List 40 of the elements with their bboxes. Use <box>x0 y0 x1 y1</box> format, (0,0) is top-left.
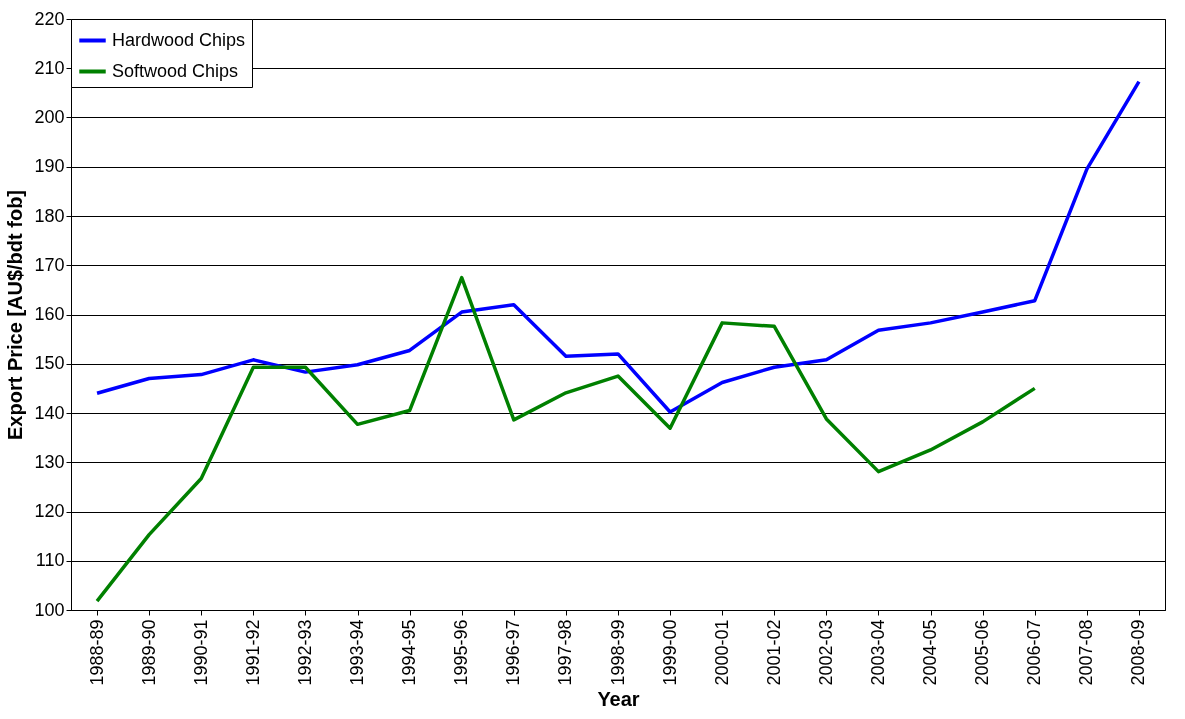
y-axis-title: Export Price [AU$/bdt fob] <box>4 189 27 441</box>
line-series <box>95 275 1037 603</box>
y-tick-label: 140 <box>34 402 65 423</box>
y-tick-label: 210 <box>34 57 65 78</box>
x-tick-label: 1994-95 <box>399 619 420 686</box>
x-axis-title: Year <box>597 687 640 710</box>
y-tick-label: 180 <box>34 205 65 226</box>
x-tick-label: 2002-03 <box>815 619 836 686</box>
x-tick-label: 2003-04 <box>867 619 888 686</box>
y-tick-label: 130 <box>34 451 65 472</box>
x-tick-label: 2008-09 <box>1128 619 1149 686</box>
x-tick-label: 1990-91 <box>190 619 211 686</box>
y-tick-label: 170 <box>34 254 65 275</box>
x-tick-label: 2001-02 <box>763 619 784 686</box>
x-tick-label: 2005-06 <box>972 619 993 686</box>
x-tick-label: 2004-05 <box>920 619 941 686</box>
legend-label: Hardwood Chips <box>112 29 246 50</box>
y-tick-label: 200 <box>34 107 65 127</box>
x-tick-label: 1989-90 <box>138 619 159 686</box>
x-tick-label: 1997-98 <box>555 619 576 686</box>
x-tick-label: 2006-07 <box>1024 619 1045 686</box>
legend-label: Softwood Chips <box>112 60 239 81</box>
y-tick-label: 160 <box>34 304 65 324</box>
x-tick-label: 1991-92 <box>242 619 263 686</box>
y-tick-label: 190 <box>34 156 65 177</box>
x-tick-label: 2007-08 <box>1076 619 1097 686</box>
x-tick-label: 1999-00 <box>659 619 680 686</box>
x-tick-label: 1996-97 <box>503 619 524 686</box>
x-tick-label: 1992-93 <box>294 619 315 686</box>
x-tick-label: 1988-89 <box>86 619 107 686</box>
x-tick-label: 1995-96 <box>451 619 472 686</box>
y-tick-label: 220 <box>34 8 65 29</box>
x-tick-label: 1993-94 <box>347 619 368 686</box>
x-tick-label: 2000-01 <box>711 619 732 686</box>
line-series <box>95 79 1141 414</box>
y-tick-label: 120 <box>34 501 65 521</box>
y-tick-label: 150 <box>34 353 65 374</box>
x-tick-label: 1998-99 <box>607 619 628 686</box>
y-tick-label: 110 <box>35 550 65 571</box>
y-tick-label: 100 <box>34 599 65 620</box>
